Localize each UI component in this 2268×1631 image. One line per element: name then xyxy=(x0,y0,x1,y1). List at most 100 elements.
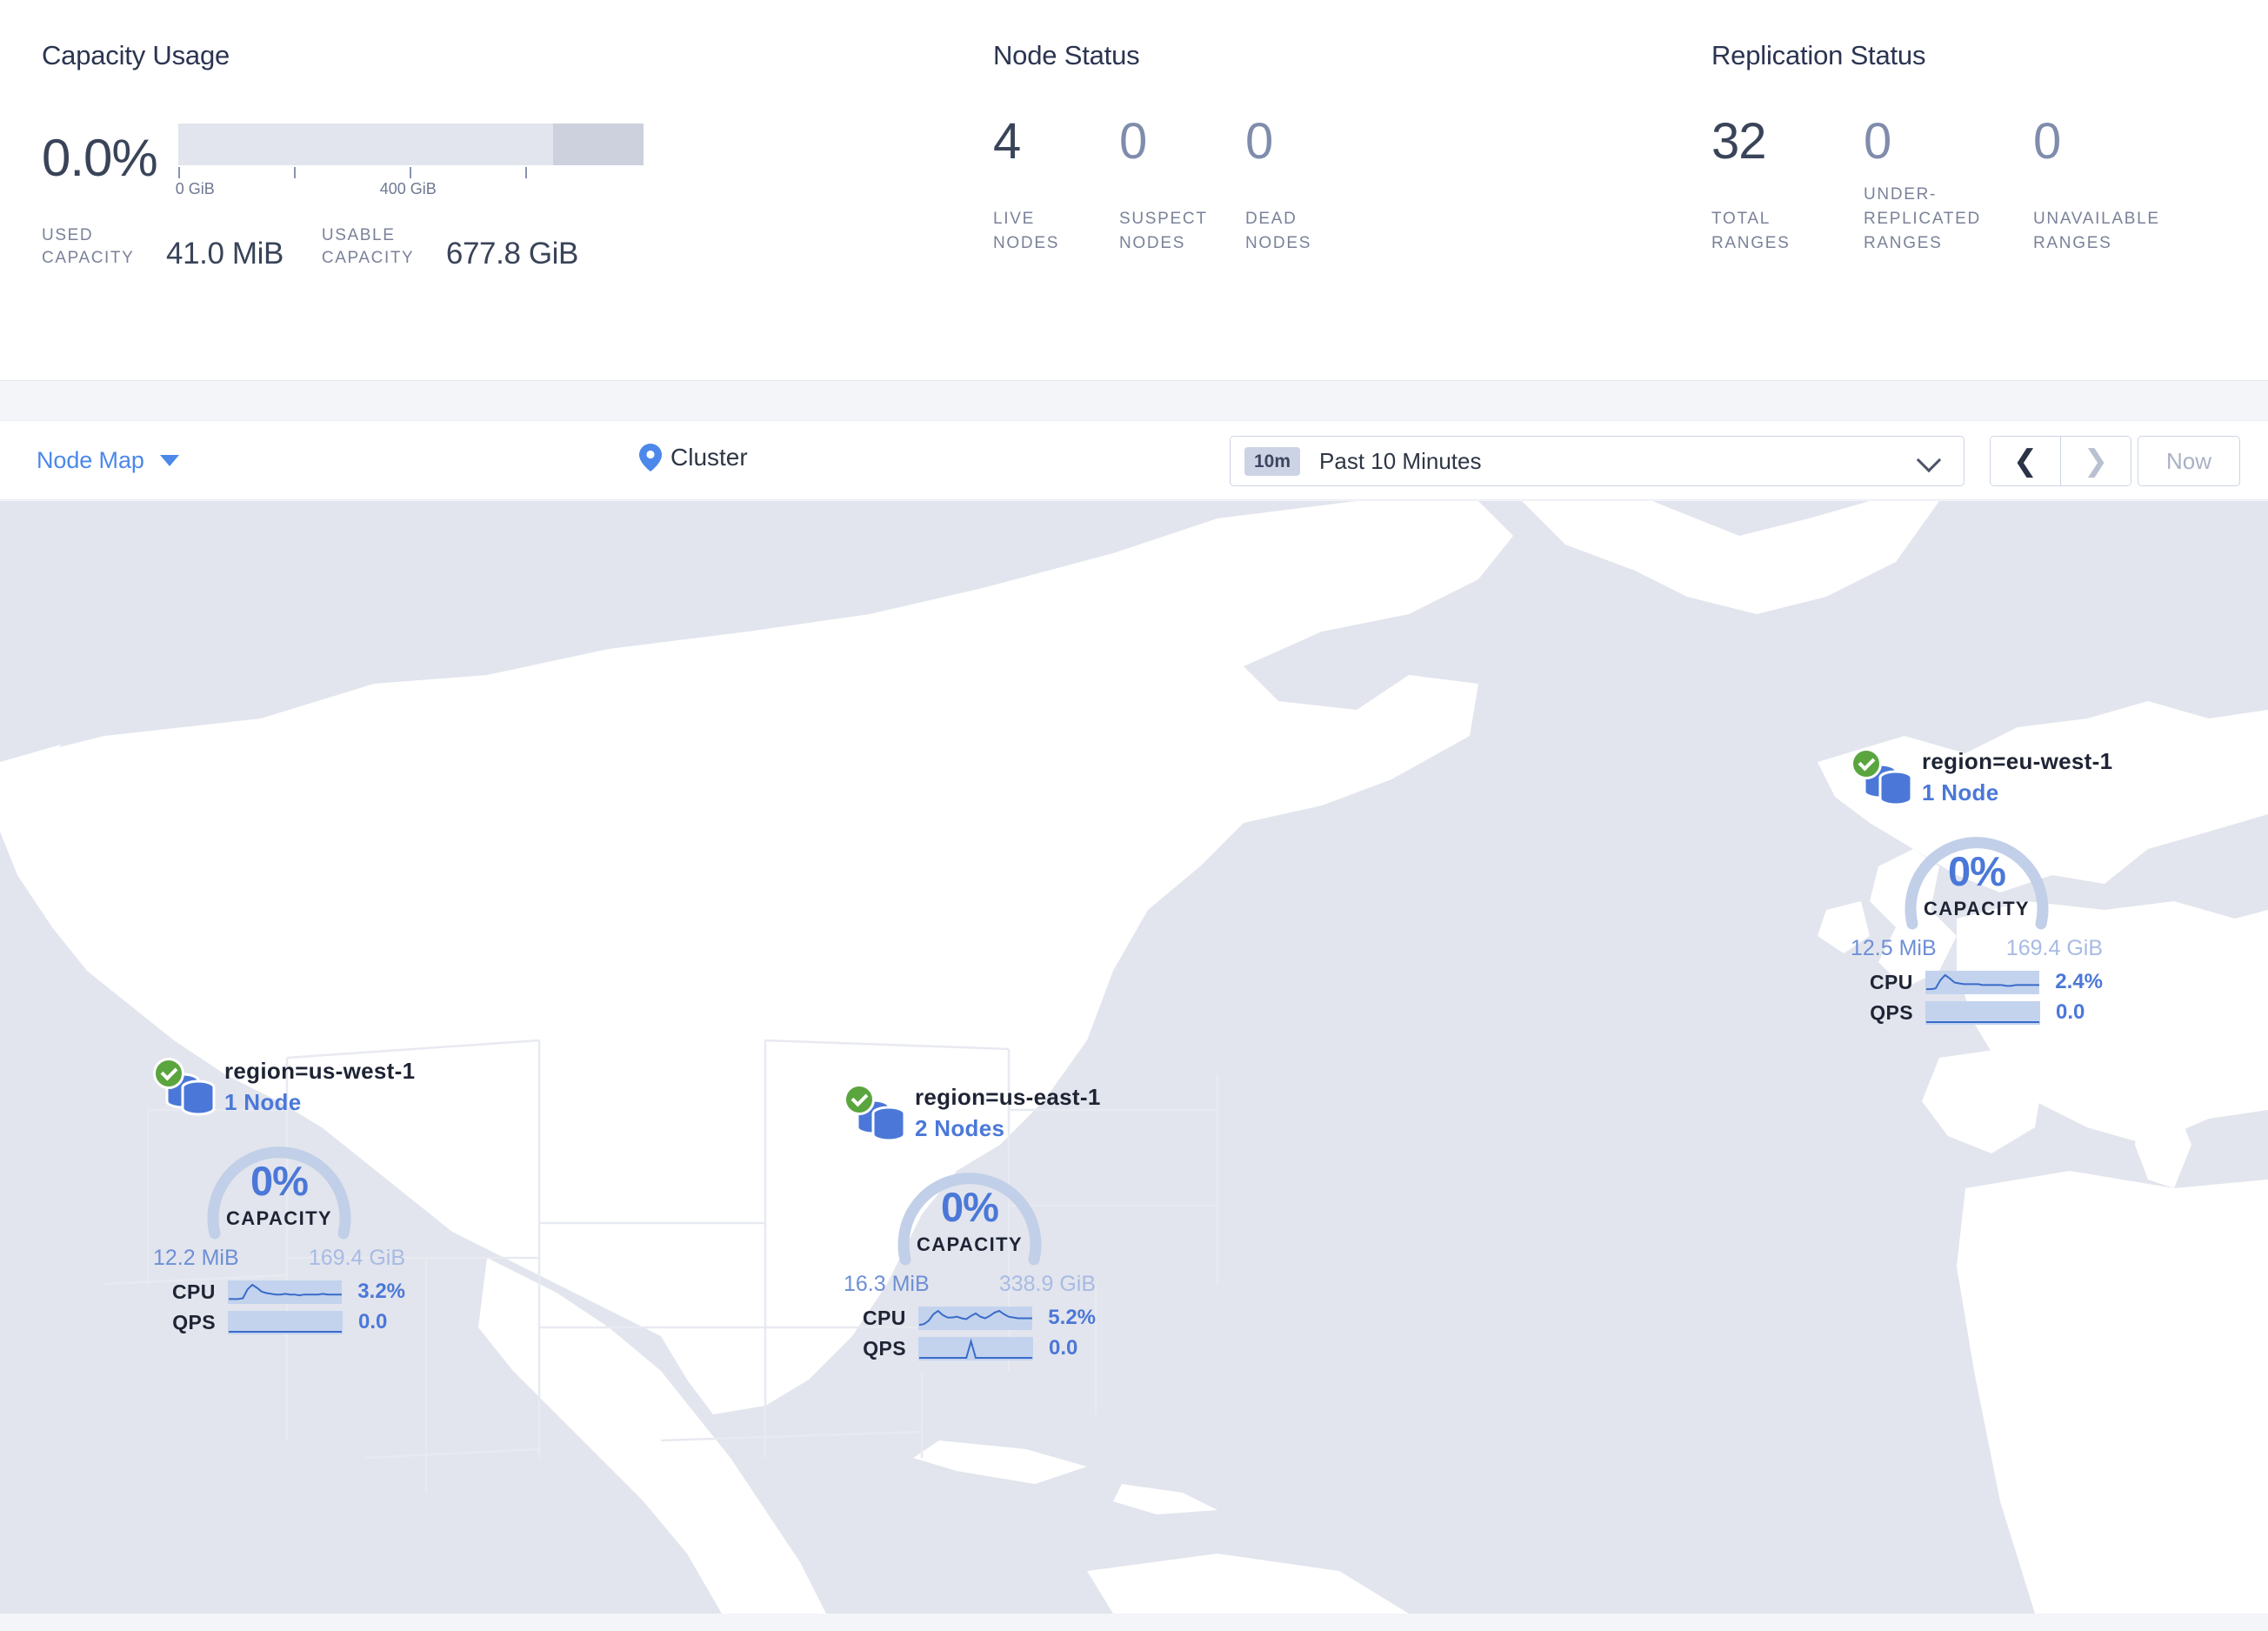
used-capacity-label: USED CAPACITY xyxy=(42,224,159,270)
locality-name: region=eu-west-1 xyxy=(1922,748,2113,774)
ok-check-badge-icon xyxy=(153,1058,184,1089)
capacity-gauge: 0% CAPACITY xyxy=(192,1131,366,1246)
world-map-graphic xyxy=(0,501,2268,1614)
metric-row-cpu: CPU 5.2% xyxy=(844,1306,1096,1330)
page-footer-band xyxy=(0,1614,2268,1631)
suspect-nodes-label: SUSPECT NODES xyxy=(1119,207,1245,256)
used-capacity-label-line1: USED xyxy=(42,226,94,244)
label-line2: NODES xyxy=(1119,234,1186,252)
qps-sparkline xyxy=(1925,1000,2040,1025)
node-status-labels: LIVE NODES SUSPECT NODES DEAD NODES xyxy=(993,207,1671,256)
locality-header: region=us-east-1 2 Nodes xyxy=(844,1084,1100,1152)
time-range-label: Past 10 Minutes xyxy=(1319,447,1482,474)
live-nodes-label: LIVE NODES xyxy=(993,207,1119,256)
capacity-gauge-caption: CAPACITY xyxy=(916,1233,1024,1255)
metric-value: 2.4% xyxy=(2055,970,2103,993)
capacity-gauge-caption: CAPACITY xyxy=(1923,898,2031,919)
cpu-sparkline xyxy=(227,1280,343,1304)
capacity-gauge: 0% CAPACITY xyxy=(1890,821,2064,936)
view-selector-node-map[interactable]: Node Map xyxy=(37,447,179,474)
capacity-gauge-caption: CAPACITY xyxy=(225,1207,333,1229)
label-line1: REPLICATED xyxy=(1864,210,1981,228)
capacity-usage-title: Capacity Usage xyxy=(42,40,230,70)
locality-name: region=us-east-1 xyxy=(915,1084,1101,1110)
node-status-panel: Node Status 4 0 0 LIVE NODES SUSPECT NOD… xyxy=(993,40,1671,256)
label-line2: RANGES xyxy=(1864,234,1943,252)
locality-marker[interactable]: region=us-west-1 1 Node 0% CAPACITY 12.2… xyxy=(153,1058,415,1334)
locality-marker[interactable]: region=eu-west-1 1 Node 0% CAPACITY 12.5… xyxy=(1851,748,2112,1025)
metric-value: 0.0 xyxy=(358,1310,388,1334)
label-line2: NODES xyxy=(1245,234,1312,252)
total-ranges-value: 32 xyxy=(1711,113,1767,170)
metric-row-cpu: CPU 2.4% xyxy=(1851,970,2103,994)
capacity-gauge-percent: 0% xyxy=(941,1184,999,1230)
label-line1: LIVE xyxy=(993,210,1035,228)
metric-row-qps: QPS 0.0 xyxy=(1851,1000,2103,1025)
usable-capacity-label-line1: USABLE xyxy=(321,226,396,244)
label-line2: NODES xyxy=(993,234,1060,252)
now-button-label: Now xyxy=(2165,447,2211,474)
capacity-bar xyxy=(177,124,644,165)
metric-row-qps: QPS 0.0 xyxy=(153,1310,405,1334)
used-capacity-value: 41.0 MiB xyxy=(166,237,284,271)
replication-status-labels: TOTAL RANGES UNDER- REPLICATED RANGES UN… xyxy=(1711,183,2268,256)
total-ranges-label: TOTAL RANGES xyxy=(1711,183,1864,256)
dead-nodes-value: 0 xyxy=(1245,113,1273,170)
capacity-bar-axis: 0 GiB 400 GiB xyxy=(176,167,644,197)
breadcrumb-label: Cluster xyxy=(670,444,748,471)
locality-node-count: 1 Node xyxy=(1922,779,1999,805)
metric-label: QPS xyxy=(172,1310,216,1334)
now-button[interactable]: Now xyxy=(2138,436,2240,486)
capacity-used-value: 16.3 MiB xyxy=(844,1272,930,1296)
suspect-nodes-value: 0 xyxy=(1119,113,1147,170)
time-range-selector[interactable]: 10m Past 10 Minutes xyxy=(1230,436,1964,486)
capacity-percent-value: 0.0% xyxy=(42,129,158,187)
label-line1: UNAVAILABLE xyxy=(2033,210,2160,228)
metric-label: CPU xyxy=(1869,970,1913,993)
metric-value: 0.0 xyxy=(2056,1000,2085,1024)
unavailable-ranges-label: UNAVAILABLE RANGES xyxy=(2033,183,2185,256)
dead-nodes-label: DEAD NODES xyxy=(1245,207,1371,256)
qps-sparkline xyxy=(918,1336,1033,1360)
time-range-badge: 10m xyxy=(1244,446,1301,476)
usable-capacity-value: 677.8 GiB xyxy=(445,237,578,271)
cpu-sparkline xyxy=(1924,970,2040,994)
capacity-values: 16.3 MiB 338.9 GiB xyxy=(844,1272,1096,1300)
map-pin-icon xyxy=(639,444,662,471)
node-status-values: 4 0 0 xyxy=(993,117,1671,167)
locality-header: region=us-west-1 1 Node xyxy=(153,1058,415,1126)
usable-capacity-label: USABLE CAPACITY xyxy=(322,224,439,270)
label-line0: UNDER- xyxy=(1864,185,1938,204)
ok-check-badge-icon xyxy=(844,1084,875,1115)
chevron-left-icon[interactable]: ❮ xyxy=(1991,437,2060,485)
cluster-summary-card: Capacity Usage 0.0% 0 GiB 400 GiB xyxy=(0,0,2268,381)
capacity-used-value: 12.2 MiB xyxy=(153,1246,239,1270)
under-replicated-ranges-label: UNDER- REPLICATED RANGES xyxy=(1864,183,2033,256)
metric-value: 5.2% xyxy=(1048,1306,1096,1329)
metric-value: 0.0 xyxy=(1049,1336,1078,1360)
locality-node-count: 1 Node xyxy=(224,1089,302,1115)
ok-check-badge-icon xyxy=(1851,748,1882,779)
metric-value: 3.2% xyxy=(357,1280,405,1303)
axis-tick xyxy=(293,167,296,178)
metric-label: QPS xyxy=(863,1336,906,1360)
chevron-down-icon xyxy=(159,455,179,466)
used-capacity-label-line2: CAPACITY xyxy=(42,249,135,267)
label-line2: RANGES xyxy=(2033,234,2112,252)
capacity-footer: USED CAPACITY 41.0 MiB USABLE CAPACITY 6… xyxy=(42,224,644,270)
time-nav-group: ❮ ❯ xyxy=(1990,436,2131,486)
label-line1: TOTAL xyxy=(1711,210,1771,228)
breadcrumb[interactable]: Cluster xyxy=(639,444,748,471)
usable-capacity-label-line2: CAPACITY xyxy=(321,249,415,267)
locality-header: region=eu-west-1 1 Node xyxy=(1851,748,2112,816)
locality-marker[interactable]: region=us-east-1 2 Nodes 0% CAPACITY 16.… xyxy=(844,1084,1100,1360)
capacity-values: 12.5 MiB 169.4 GiB xyxy=(1851,936,2103,964)
axis-tick xyxy=(524,167,527,178)
metric-row-qps: QPS 0.0 xyxy=(844,1336,1096,1360)
chevron-right-icon[interactable]: ❯ xyxy=(2060,437,2131,485)
capacity-used-value: 12.5 MiB xyxy=(1851,936,1937,960)
qps-sparkline xyxy=(228,1310,343,1334)
capacity-bar-remaining-segment xyxy=(552,124,644,165)
node-map[interactable]: region=us-west-1 1 Node 0% CAPACITY 12.2… xyxy=(0,501,2268,1614)
metric-label: CPU xyxy=(171,1280,216,1303)
